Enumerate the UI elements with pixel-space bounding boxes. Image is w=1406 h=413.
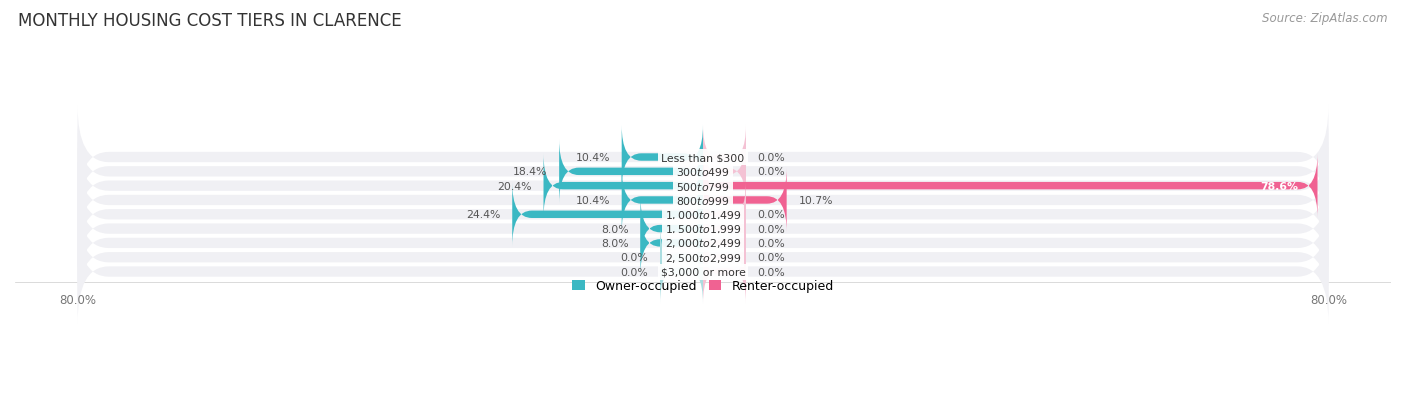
- FancyBboxPatch shape: [703, 183, 747, 247]
- FancyBboxPatch shape: [512, 183, 703, 247]
- Text: 78.6%: 78.6%: [1260, 181, 1298, 191]
- Text: 0.0%: 0.0%: [758, 153, 786, 163]
- Text: 10.4%: 10.4%: [575, 153, 610, 163]
- Text: Source: ZipAtlas.com: Source: ZipAtlas.com: [1263, 12, 1388, 25]
- Text: $2,500 to $2,999: $2,500 to $2,999: [665, 251, 741, 264]
- Text: $300 to $499: $300 to $499: [676, 166, 730, 178]
- Text: 20.4%: 20.4%: [498, 181, 531, 191]
- Text: 0.0%: 0.0%: [758, 253, 786, 263]
- FancyBboxPatch shape: [77, 106, 1329, 210]
- FancyBboxPatch shape: [659, 225, 703, 290]
- FancyBboxPatch shape: [77, 206, 1329, 310]
- FancyBboxPatch shape: [703, 169, 786, 233]
- FancyBboxPatch shape: [77, 177, 1329, 281]
- Text: 0.0%: 0.0%: [758, 224, 786, 234]
- FancyBboxPatch shape: [641, 197, 703, 261]
- Text: $1,500 to $1,999: $1,500 to $1,999: [665, 223, 741, 235]
- Text: $2,000 to $2,499: $2,000 to $2,499: [665, 237, 741, 250]
- FancyBboxPatch shape: [77, 220, 1329, 324]
- Text: 0.0%: 0.0%: [758, 238, 786, 248]
- Text: 24.4%: 24.4%: [467, 210, 501, 220]
- FancyBboxPatch shape: [641, 211, 703, 275]
- FancyBboxPatch shape: [77, 191, 1329, 295]
- FancyBboxPatch shape: [703, 240, 747, 304]
- FancyBboxPatch shape: [77, 120, 1329, 224]
- Text: 8.0%: 8.0%: [602, 238, 628, 248]
- Text: $500 to $799: $500 to $799: [676, 180, 730, 192]
- Text: 10.7%: 10.7%: [799, 195, 832, 205]
- Legend: Owner-occupied, Renter-occupied: Owner-occupied, Renter-occupied: [568, 275, 838, 298]
- Text: 18.4%: 18.4%: [513, 167, 547, 177]
- Text: 0.0%: 0.0%: [620, 267, 648, 277]
- Text: $3,000 or more: $3,000 or more: [661, 267, 745, 277]
- Text: 0.0%: 0.0%: [758, 267, 786, 277]
- FancyBboxPatch shape: [77, 134, 1329, 238]
- FancyBboxPatch shape: [544, 154, 703, 218]
- FancyBboxPatch shape: [621, 169, 703, 233]
- Text: 0.0%: 0.0%: [758, 167, 786, 177]
- Text: Less than $300: Less than $300: [661, 153, 745, 163]
- Text: 8.0%: 8.0%: [602, 224, 628, 234]
- FancyBboxPatch shape: [77, 149, 1329, 252]
- FancyBboxPatch shape: [703, 225, 747, 290]
- Text: MONTHLY HOUSING COST TIERS IN CLARENCE: MONTHLY HOUSING COST TIERS IN CLARENCE: [18, 12, 402, 30]
- FancyBboxPatch shape: [703, 211, 747, 275]
- FancyBboxPatch shape: [703, 154, 1317, 218]
- FancyBboxPatch shape: [703, 140, 747, 204]
- FancyBboxPatch shape: [77, 163, 1329, 267]
- Text: 0.0%: 0.0%: [758, 210, 786, 220]
- Text: $800 to $999: $800 to $999: [676, 195, 730, 206]
- FancyBboxPatch shape: [659, 240, 703, 304]
- FancyBboxPatch shape: [703, 197, 747, 261]
- FancyBboxPatch shape: [703, 126, 747, 190]
- Text: 0.0%: 0.0%: [620, 253, 648, 263]
- Text: $1,000 to $1,499: $1,000 to $1,499: [665, 208, 741, 221]
- Text: 10.4%: 10.4%: [575, 195, 610, 205]
- FancyBboxPatch shape: [621, 126, 703, 190]
- FancyBboxPatch shape: [560, 140, 703, 204]
